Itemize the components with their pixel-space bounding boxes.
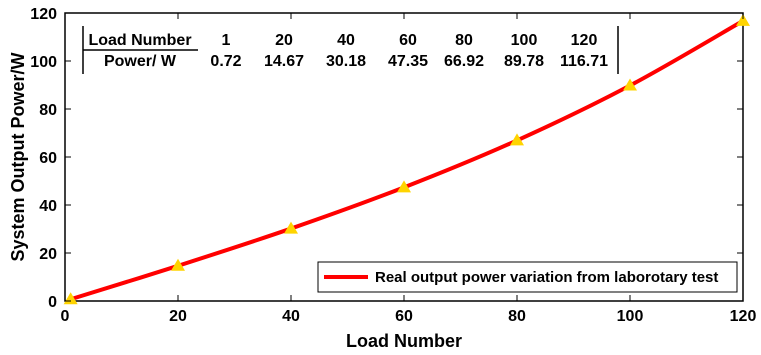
x-tick-label: 100 <box>617 308 644 325</box>
legend-box <box>317 261 738 293</box>
table-cell-power: 14.67 <box>264 53 304 70</box>
y-tick-label: 20 <box>39 246 57 263</box>
x-tick-label: 0 <box>61 308 70 325</box>
data-point <box>510 133 524 146</box>
table-cell-power: 116.71 <box>560 53 608 70</box>
y-tick-label: 40 <box>39 198 57 215</box>
table-cell-power: 30.18 <box>326 53 366 70</box>
table-cell-load: 40 <box>337 32 355 49</box>
table-cell-power: 89.78 <box>504 53 544 70</box>
data-point <box>284 221 298 234</box>
inset-table: Load Number Power/ W 1 0.72 20 14.67 40 30.18 60… <box>82 26 619 74</box>
x-tick-label: 80 <box>508 308 526 325</box>
x-axis: 0 20 40 60 80 100 120 <box>61 13 757 325</box>
table-row-header: Load Number <box>88 32 191 49</box>
y-axis-title: System Output Power/W <box>8 52 28 261</box>
x-tick-label: 20 <box>169 308 187 325</box>
table-cell-power: 66.92 <box>444 53 484 70</box>
x-axis-title: Load Number <box>346 331 462 351</box>
table-cell-power: 47.35 <box>388 53 428 70</box>
table-cell-power: 0.72 <box>210 53 241 70</box>
legend-entry: Real output power variation from laborot… <box>375 269 718 286</box>
table-cell-load: 120 <box>571 32 598 49</box>
legend: Real output power variation from laborot… <box>317 261 738 293</box>
data-point <box>397 180 411 193</box>
y-tick-label: 80 <box>39 102 57 119</box>
x-tick-label: 120 <box>730 308 757 325</box>
y-tick-label: 0 <box>48 294 57 311</box>
data-point <box>623 78 637 91</box>
y-tick-label: 60 <box>39 150 57 167</box>
data-point <box>171 258 185 271</box>
y-tick-label: 100 <box>30 54 57 71</box>
table-cell-load: 60 <box>399 32 417 49</box>
table-cell-load: 20 <box>275 32 293 49</box>
y-tick-label: 120 <box>30 6 57 23</box>
marker-layer <box>63 13 750 305</box>
x-tick-label: 40 <box>282 308 300 325</box>
table-row-header: Power/ W <box>104 53 177 70</box>
table-cell-load: 100 <box>511 32 538 49</box>
data-point <box>736 13 750 26</box>
table-cell-load: 1 <box>222 32 231 49</box>
x-tick-label: 60 <box>395 308 413 325</box>
table-cell-load: 80 <box>455 32 473 49</box>
